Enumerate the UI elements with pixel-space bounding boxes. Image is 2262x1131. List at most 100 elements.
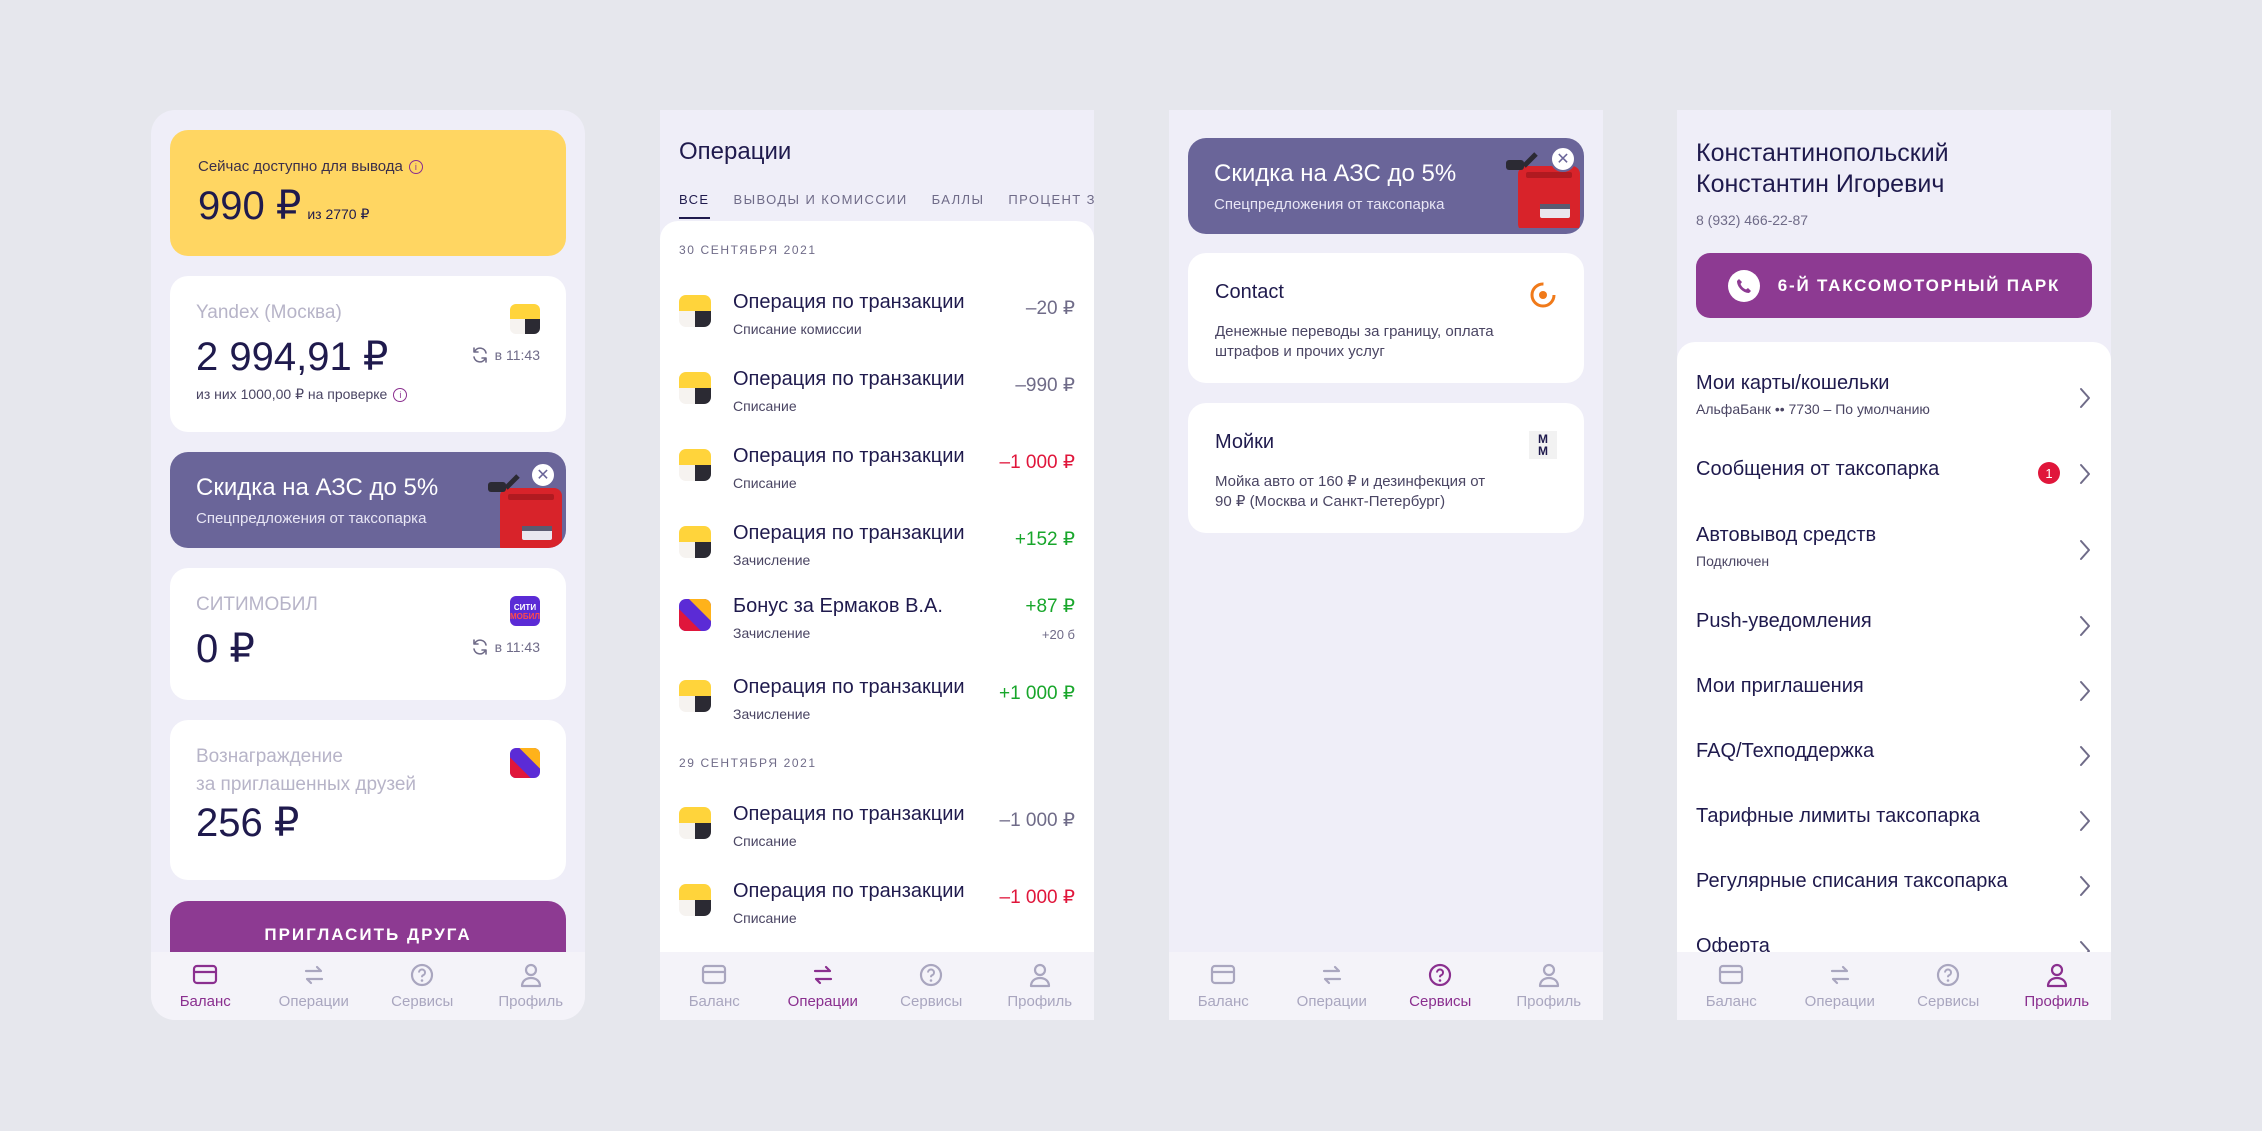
account-title: Yandex (Москва) — [196, 302, 342, 323]
menu-item-autowithdraw[interactable]: Автовывод средств Подключен — [1696, 524, 2092, 569]
refresh-icon[interactable] — [471, 638, 489, 656]
nav-profile[interactable]: Профиль — [2003, 952, 2112, 1020]
op-amount: +87 ₽ — [1025, 596, 1075, 617]
list-item[interactable]: Операция по транзакции Списание –990 ₽ — [679, 360, 1075, 420]
menu-item-regular-charges[interactable]: Регулярные списания таксопарка — [1696, 870, 2092, 893]
reward-title-1: Вознаграждение — [196, 746, 343, 767]
bonus-logo-icon — [510, 748, 540, 778]
nav-services[interactable]: Сервисы — [368, 952, 477, 1020]
reward-amount: 256 ₽ — [196, 801, 300, 845]
available-card[interactable]: Сейчас доступно для вывода i 990 ₽ из 2770… — [170, 130, 566, 256]
nav-balance[interactable]: Баланс — [1677, 952, 1786, 1020]
op-sub: Списание комиссии — [733, 321, 862, 337]
yandex-account-card[interactable]: Yandex (Москва) 2 994,91 ₽ из них 1000,0… — [170, 276, 566, 432]
bottom-nav: Баланс Операции Сервисы Профиль — [660, 952, 1094, 1020]
fuel-promo-banner[interactable]: Скидка на АЗС до 5% Спецпредложения от т… — [1188, 138, 1584, 234]
contact-service-card[interactable]: Contact Денежные переводы за границу, оп… — [1188, 253, 1584, 383]
op-amount: –20 ₽ — [1025, 298, 1075, 319]
chevron-right-icon — [2078, 679, 2092, 703]
nav-balance[interactable]: Баланс — [660, 952, 769, 1020]
bottom-nav: Баланс Операции Сервисы Профиль — [151, 952, 585, 1020]
tab-points[interactable]: БАЛЛЫ — [931, 192, 985, 207]
card-icon — [700, 962, 728, 988]
op-points: +20 б — [1041, 627, 1075, 642]
list-item[interactable]: Бонус за Ермаков В.А. Зачисление +87 ₽ +… — [679, 587, 1075, 647]
menu-item-cards[interactable]: Мои карты/кошельки АльфаБанк •• 7730 – П… — [1696, 372, 2092, 417]
nav-profile[interactable]: Профиль — [1495, 952, 1604, 1020]
tab-all[interactable]: ВСЕ — [679, 192, 710, 219]
fuel-promo-banner[interactable]: Скидка на АЗС до 5% Спецпредложения от т… — [170, 452, 566, 548]
wash-service-card[interactable]: Мойки Мойка авто от 160 ₽ и дезинфекция … — [1188, 403, 1584, 533]
nav-profile[interactable]: Профиль — [477, 952, 586, 1020]
card-icon — [191, 962, 219, 988]
list-item[interactable]: Операция по транзакции Списание –1 000 ₽ — [679, 872, 1075, 932]
account-sub: из них 1000,00 ₽ на проверке — [196, 386, 388, 402]
op-sub: Списание — [733, 833, 797, 849]
nav-operations[interactable]: Операции — [1786, 952, 1895, 1020]
user-icon — [2043, 962, 2071, 988]
op-sub: Зачисление — [733, 552, 811, 568]
help-icon — [1426, 962, 1454, 988]
available-amount: 990 ₽ — [198, 184, 302, 228]
op-title: Операция по транзакции — [733, 368, 965, 390]
date-header: 29 СЕНТЯБРЯ 2021 — [679, 756, 817, 770]
chevron-right-icon — [2078, 386, 2092, 410]
op-title: Бонус за Ермаков В.А. — [733, 595, 943, 617]
swap-icon — [300, 962, 328, 988]
menu-item-messages[interactable]: Сообщения от таксопарка 1 — [1696, 458, 2092, 484]
list-item[interactable]: Операция по транзакции Зачисление +152 ₽ — [679, 514, 1075, 574]
info-icon[interactable]: i — [408, 159, 423, 174]
chevron-right-icon — [2078, 744, 2092, 768]
menu-item-faq[interactable]: FAQ/Техподдержка — [1696, 740, 2092, 763]
refresh-icon[interactable] — [471, 346, 489, 364]
op-title: Операция по транзакции — [733, 522, 965, 544]
service-desc: Мойка авто от 160 ₽ и дезинфекция от 90 … — [1215, 473, 1486, 510]
yandex-logo-icon — [679, 807, 711, 839]
reward-title-2: за приглашенных друзей — [196, 774, 417, 795]
account-amount: 0 ₽ — [196, 627, 255, 671]
nav-balance[interactable]: Баланс — [1169, 952, 1278, 1020]
op-title: Операция по транзакции — [733, 445, 965, 467]
op-amount: –990 ₽ — [1015, 375, 1075, 396]
menu-item-tariff-limits[interactable]: Тарифные лимиты таксопарка — [1696, 805, 2092, 828]
chevron-right-icon — [2078, 462, 2092, 486]
swap-icon — [1318, 962, 1346, 988]
yandex-logo-icon — [679, 884, 711, 916]
promo-title: Скидка на АЗС до 5% — [196, 474, 439, 501]
list-item[interactable]: Операция по транзакции Зачисление +1 000… — [679, 668, 1075, 728]
taxi-park-button[interactable]: 6-Й ТАКСОМОТОРНЫЙ ПАРК — [1696, 253, 2092, 318]
nav-services[interactable]: Сервисы — [1386, 952, 1495, 1020]
op-title: Операция по транзакции — [733, 676, 965, 698]
balance-screen: Сейчас доступно для вывода i 990 ₽ из 2770… — [151, 110, 585, 1020]
nav-profile[interactable]: Профиль — [986, 952, 1095, 1020]
list-item[interactable]: Операция по транзакции Списание –1 000 ₽ — [679, 437, 1075, 497]
operations-list[interactable]: 30 СЕНТЯБРЯ 2021 Операция по транзакции … — [660, 221, 1094, 952]
chevron-right-icon — [2078, 538, 2092, 562]
nav-services[interactable]: Сервисы — [877, 952, 986, 1020]
close-icon[interactable]: ✕ — [530, 462, 556, 488]
close-icon[interactable]: ✕ — [1550, 146, 1576, 172]
op-amount: –1 000 ₽ — [999, 452, 1075, 473]
citymobil-account-card[interactable]: СИТИМОБИЛ 0 ₽ СИТИ МОБИЛ в 11:43 — [170, 568, 566, 700]
nav-balance[interactable]: Баланс — [151, 952, 260, 1020]
tab-withdrawals[interactable]: ВЫВОДЫ И КОМИССИИ — [733, 192, 908, 207]
date-header: 30 СЕНТЯБРЯ 2021 — [679, 243, 817, 257]
tab-percent[interactable]: ПРОЦЕНТ ЗА — [1008, 192, 1094, 207]
info-icon[interactable]: i — [393, 387, 408, 402]
nav-operations[interactable]: Операции — [260, 952, 369, 1020]
menu-item-offer[interactable]: Оферта — [1696, 935, 2092, 952]
updated-time: в 11:43 — [494, 639, 540, 655]
op-amount: –1 000 ₽ — [999, 887, 1075, 908]
menu-item-invitations[interactable]: Мои приглашения — [1696, 675, 2092, 698]
nav-operations[interactable]: Операции — [769, 952, 878, 1020]
nav-services[interactable]: Сервисы — [1894, 952, 2003, 1020]
list-item[interactable]: Операция по транзакции Списание комиссии… — [679, 283, 1075, 343]
help-icon — [1934, 962, 1962, 988]
list-item[interactable]: Операция по транзакции Списание –1 000 ₽ — [679, 795, 1075, 855]
reward-card[interactable]: Вознаграждение за приглашенных друзей 25… — [170, 720, 566, 880]
available-label: Сейчас доступно для вывода — [198, 158, 403, 175]
service-desc: Денежные переводы за границу, оплата штр… — [1215, 323, 1494, 360]
chevron-right-icon — [2078, 614, 2092, 638]
nav-operations[interactable]: Операции — [1278, 952, 1387, 1020]
menu-item-push[interactable]: Push-уведомления — [1696, 610, 2092, 633]
